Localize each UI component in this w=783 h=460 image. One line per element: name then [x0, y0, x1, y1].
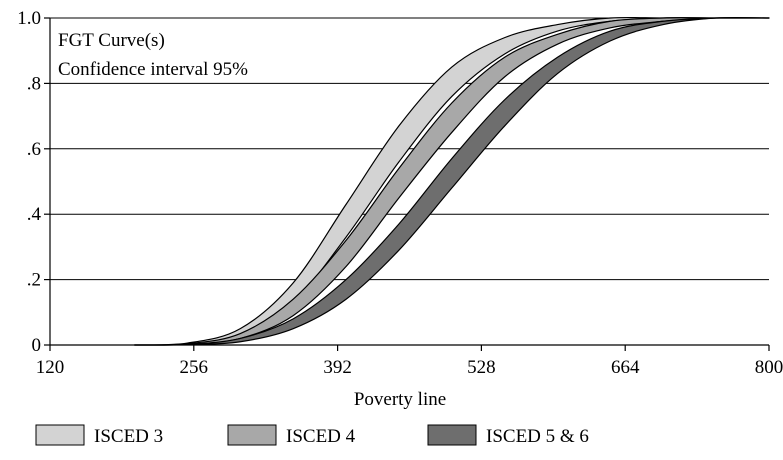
- legend-swatch-0: [35, 424, 85, 446]
- chart-subtitle: Confidence interval 95%: [58, 59, 248, 80]
- legend-label-0: ISCED 3: [94, 426, 163, 447]
- y-tick-label-3: .6: [27, 139, 41, 160]
- x-tick-label-0: 120: [36, 357, 65, 378]
- legend: ISCED 3 ISCED 4 ISCED 5 & 6: [35, 424, 589, 447]
- y-tick-label-5: 1.0: [17, 8, 41, 29]
- legend-swatch-1: [227, 424, 277, 446]
- x-tick-label-3: 528: [467, 357, 496, 378]
- y-tick-label-1: .2: [27, 270, 41, 291]
- band-isced-5-6: [133, 16, 770, 346]
- tick-layer: 0 .2 .4 .6 .8 1.0 120 256 392 528 664 800: [17, 8, 783, 378]
- legend-swatch-2: [427, 424, 477, 446]
- y-tick-label-0: 0: [32, 335, 42, 356]
- x-tick-label-5: 800: [755, 357, 783, 378]
- x-tick-label-2: 392: [323, 357, 352, 378]
- y-tick-label-2: .4: [27, 204, 42, 225]
- legend-item-0: ISCED 3: [35, 424, 163, 447]
- x-tick-label-4: 664: [611, 357, 640, 378]
- legend-label-1: ISCED 4: [286, 426, 356, 447]
- axis-layer: [49, 18, 769, 346]
- legend-label-2: ISCED 5 & 6: [486, 426, 589, 447]
- legend-item-2: ISCED 5 & 6: [427, 424, 589, 447]
- legend-item-1: ISCED 4: [227, 424, 356, 447]
- band-layer: [133, 16, 770, 346]
- x-tick-label-1: 256: [180, 357, 209, 378]
- x-axis-label: Poverty line: [354, 389, 446, 410]
- chart-title: FGT Curve(s): [58, 30, 165, 51]
- y-tick-label-4: .8: [27, 73, 41, 94]
